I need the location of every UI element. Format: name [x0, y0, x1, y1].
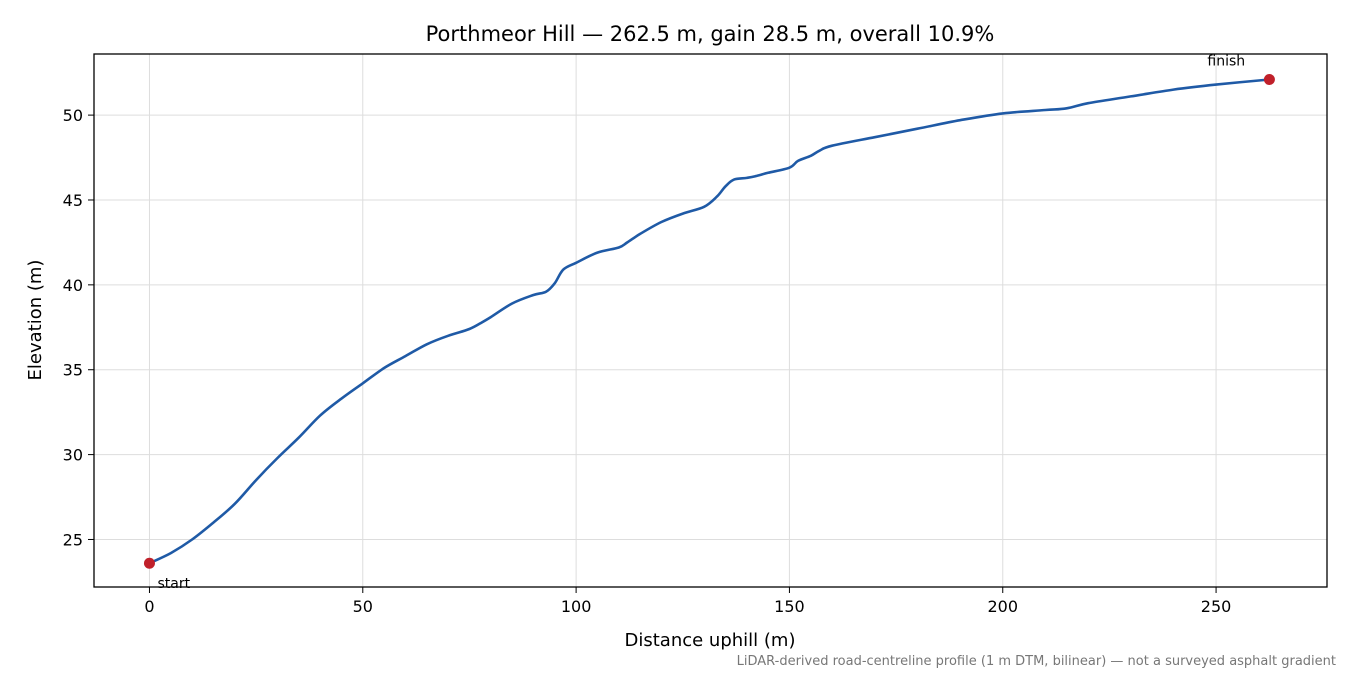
- grid: [94, 54, 1327, 587]
- x-tick-label: 100: [561, 597, 592, 616]
- start-marker: [143, 557, 155, 569]
- y-tick-label: 25: [63, 530, 83, 549]
- x-tick-label: 0: [144, 597, 154, 616]
- y-tick-label: 40: [63, 276, 83, 295]
- finish-label: finish: [1207, 53, 1245, 69]
- y-tick-label: 45: [63, 191, 83, 210]
- x-tick-label: 50: [353, 597, 373, 616]
- y-tick-label: 35: [63, 361, 83, 380]
- y-axis-title: Elevation (m): [25, 260, 46, 381]
- x-tick-label: 150: [774, 597, 805, 616]
- x-tick-label: 250: [1201, 597, 1232, 616]
- elevation-profile-line: [148, 78, 1271, 565]
- series-layer: [148, 78, 1271, 565]
- y-tick-label: 30: [63, 446, 83, 465]
- markers-layer: start finish: [143, 53, 1275, 592]
- plot-frame: [93, 53, 1328, 588]
- chart-title: Porthmeor Hill — 262.5 m, gain 28.5 m, o…: [426, 22, 995, 46]
- x-tick-label: 200: [987, 597, 1018, 616]
- chart-footnote: LiDAR-derived road-centreline profile (1…: [737, 654, 1336, 669]
- x-axis-title: Distance uphill (m): [625, 630, 796, 651]
- y-tick-label: 50: [63, 106, 83, 125]
- axis-ticks: 0 50 100 150 200 250 25 30 35 40 45 50: [63, 106, 1232, 616]
- start-label: start: [157, 576, 190, 592]
- finish-marker: [1263, 73, 1275, 85]
